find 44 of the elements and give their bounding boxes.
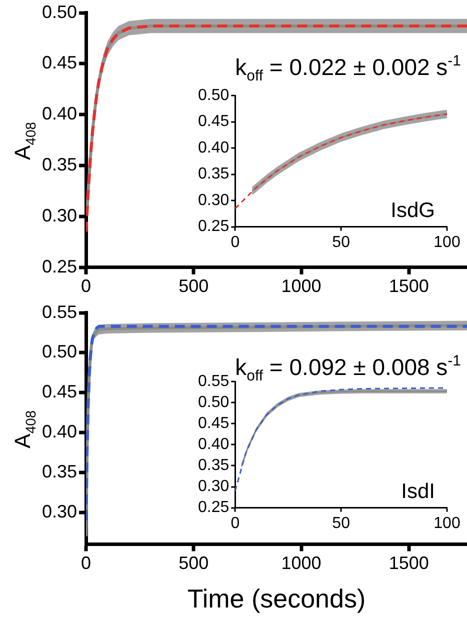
y-axis-title: A408 — [10, 410, 38, 448]
y-tick-label: 0.40 — [42, 421, 78, 442]
y-tick-label: 0.35 — [198, 166, 230, 183]
annotation: IsdG — [390, 198, 436, 222]
x-tick-label: 0 — [230, 234, 240, 251]
x-tick-label: 0 — [230, 514, 240, 532]
x-tick-label: 50 — [332, 234, 350, 251]
y-tick-label: 0.35 — [42, 154, 78, 175]
annotation: IsdI — [401, 480, 436, 503]
y-tick-label: 0.30 — [198, 192, 230, 209]
y-tick-label: 0.25 — [42, 256, 78, 276]
y-tick-label: 0.30 — [42, 205, 78, 226]
x-tick-label: 50 — [332, 514, 350, 532]
x-tick-label: 500 — [178, 552, 209, 573]
y-tick-label: 0.35 — [198, 457, 230, 474]
y-tick-label: 0.45 — [42, 52, 78, 73]
y-axis-title: A408 — [10, 122, 38, 160]
y-tick-label: 0.55 — [42, 302, 78, 322]
x-tick-label: 1500 — [388, 276, 429, 296]
x-tick-label: 1500 — [388, 552, 429, 573]
x-tick-label: 500 — [178, 276, 209, 296]
y-tick-label: 0.45 — [198, 113, 230, 130]
y-tick-label: 0.40 — [198, 436, 230, 454]
y-tick-label: 0.35 — [42, 461, 78, 482]
y-tick-label: 0.25 — [198, 218, 230, 236]
y-tick-label: 0.50 — [198, 394, 230, 412]
y-tick-label: 0.50 — [42, 342, 78, 362]
y-tick-label: 0.50 — [198, 87, 230, 104]
x-tick-label: 100 — [434, 514, 460, 532]
y-tick-label: 0.45 — [198, 415, 230, 432]
y-tick-label: 0.30 — [42, 501, 78, 522]
x-tick-label: 0 — [81, 276, 92, 296]
x-axis-title: Time (seconds) — [187, 584, 366, 614]
x-tick-label: 0 — [81, 552, 92, 573]
y-tick-label: 0.30 — [198, 478, 230, 496]
x-tick-label: 100 — [434, 234, 460, 251]
y-tick-label: 0.45 — [42, 382, 78, 402]
x-tick-label: 1000 — [281, 552, 322, 573]
y-tick-label: 0.40 — [198, 139, 230, 156]
x-tick-label: 1000 — [281, 276, 322, 296]
y-tick-label: 0.40 — [42, 104, 78, 124]
y-tick-label: 0.55 — [198, 373, 230, 390]
y-tick-label: 0.50 — [42, 2, 78, 22]
y-tick-label: 0.25 — [198, 499, 230, 516]
